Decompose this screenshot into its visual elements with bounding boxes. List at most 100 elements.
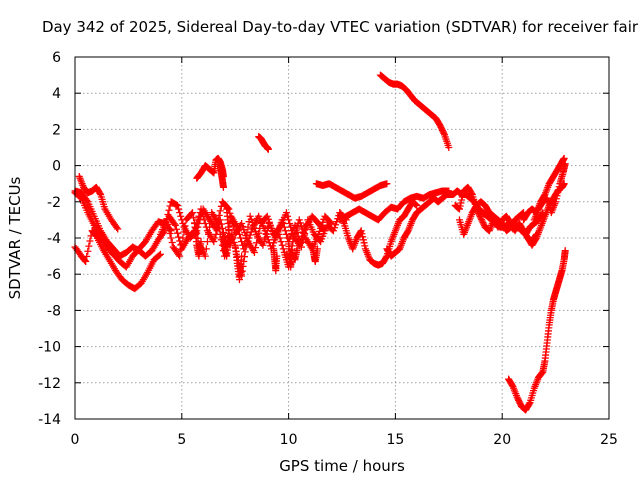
data-point — [288, 227, 296, 235]
data-point — [241, 229, 249, 237]
y-tick-label: 0 — [52, 159, 61, 175]
data-point — [196, 216, 204, 224]
data-point — [383, 180, 391, 188]
data-point — [176, 209, 184, 217]
y-tick-label: -14 — [38, 412, 61, 428]
series-dip-21h — [505, 247, 569, 414]
data-point — [165, 206, 173, 214]
data-point — [327, 220, 335, 228]
grid-lines — [75, 57, 609, 419]
y-tick-label: 6 — [52, 50, 61, 66]
data-point — [476, 213, 484, 221]
data-point — [515, 396, 523, 404]
data-point — [212, 225, 220, 233]
data-point — [514, 395, 522, 403]
data-point — [321, 227, 329, 235]
data-point — [187, 210, 195, 218]
data-point — [162, 219, 170, 227]
series-spike-8h — [231, 241, 246, 284]
data-point — [458, 196, 466, 204]
data-point — [201, 252, 209, 260]
data-point — [188, 209, 196, 217]
data-point — [83, 196, 91, 204]
x-tick-label: 15 — [386, 432, 404, 448]
data-point — [202, 245, 210, 253]
data-point — [82, 258, 90, 266]
data-point — [156, 250, 164, 258]
data-point — [315, 230, 323, 238]
data-point — [357, 227, 365, 235]
y-tick-label: -2 — [47, 195, 61, 211]
data-point — [477, 214, 485, 222]
data-point — [163, 215, 171, 223]
data-point — [279, 245, 287, 253]
data-point — [215, 211, 223, 219]
data-point — [219, 183, 227, 191]
data-point — [480, 220, 488, 228]
y-tick-label: 2 — [52, 122, 61, 138]
data-point — [172, 225, 180, 233]
x-tick-label: 10 — [280, 432, 298, 448]
series-spike-7.2h — [223, 205, 236, 249]
data-point — [525, 400, 533, 408]
data-point — [164, 210, 172, 218]
data-point — [247, 215, 255, 223]
data-point — [86, 237, 94, 245]
data-point — [263, 233, 271, 241]
data-point — [266, 221, 274, 229]
data-point — [171, 221, 179, 229]
data-point — [359, 233, 367, 241]
data-point — [404, 228, 412, 236]
data-point — [300, 229, 308, 237]
data-point — [329, 227, 337, 235]
data-point — [269, 242, 277, 250]
data-point — [240, 226, 248, 234]
data-point — [251, 244, 259, 252]
data-point — [437, 123, 445, 131]
data-point — [177, 212, 185, 220]
series-track-18h-c — [455, 198, 528, 238]
data-point — [293, 223, 301, 231]
data-point — [297, 235, 305, 243]
series-track-18h-b — [451, 183, 540, 246]
data-point — [554, 189, 562, 197]
data-point — [259, 241, 267, 249]
data-point — [475, 210, 483, 218]
data-point — [218, 224, 226, 232]
data-point — [475, 211, 483, 219]
data-point — [264, 236, 272, 244]
data-point — [114, 225, 122, 233]
y-axis-label: SDTVAR / TECUs — [6, 176, 24, 299]
series-spike-10h — [285, 238, 301, 271]
data-point — [96, 189, 104, 197]
data-point — [479, 219, 487, 227]
data-point — [224, 204, 232, 212]
series-island-8.7h — [255, 133, 272, 153]
data-point — [254, 234, 262, 242]
data-point — [197, 212, 205, 220]
data-point — [445, 144, 453, 151]
data-point — [265, 218, 273, 226]
x-axis-label: GPS time / hours — [279, 457, 405, 475]
data-point — [228, 218, 236, 226]
data-point — [264, 145, 272, 153]
data-point — [170, 220, 178, 228]
data-point — [296, 238, 304, 246]
data-point — [468, 189, 476, 197]
data-point — [413, 201, 421, 209]
data-point — [275, 224, 283, 232]
data-point — [295, 216, 303, 224]
data-point — [560, 154, 568, 162]
data-point — [268, 224, 276, 232]
data-point — [360, 239, 368, 247]
data-point — [175, 205, 183, 213]
data-point — [459, 190, 467, 198]
data-point — [361, 242, 369, 250]
series-track-b — [71, 187, 169, 260]
data-point — [458, 193, 466, 201]
data-point — [179, 220, 187, 228]
series-spike-5h — [191, 220, 205, 260]
data-point — [197, 238, 205, 246]
